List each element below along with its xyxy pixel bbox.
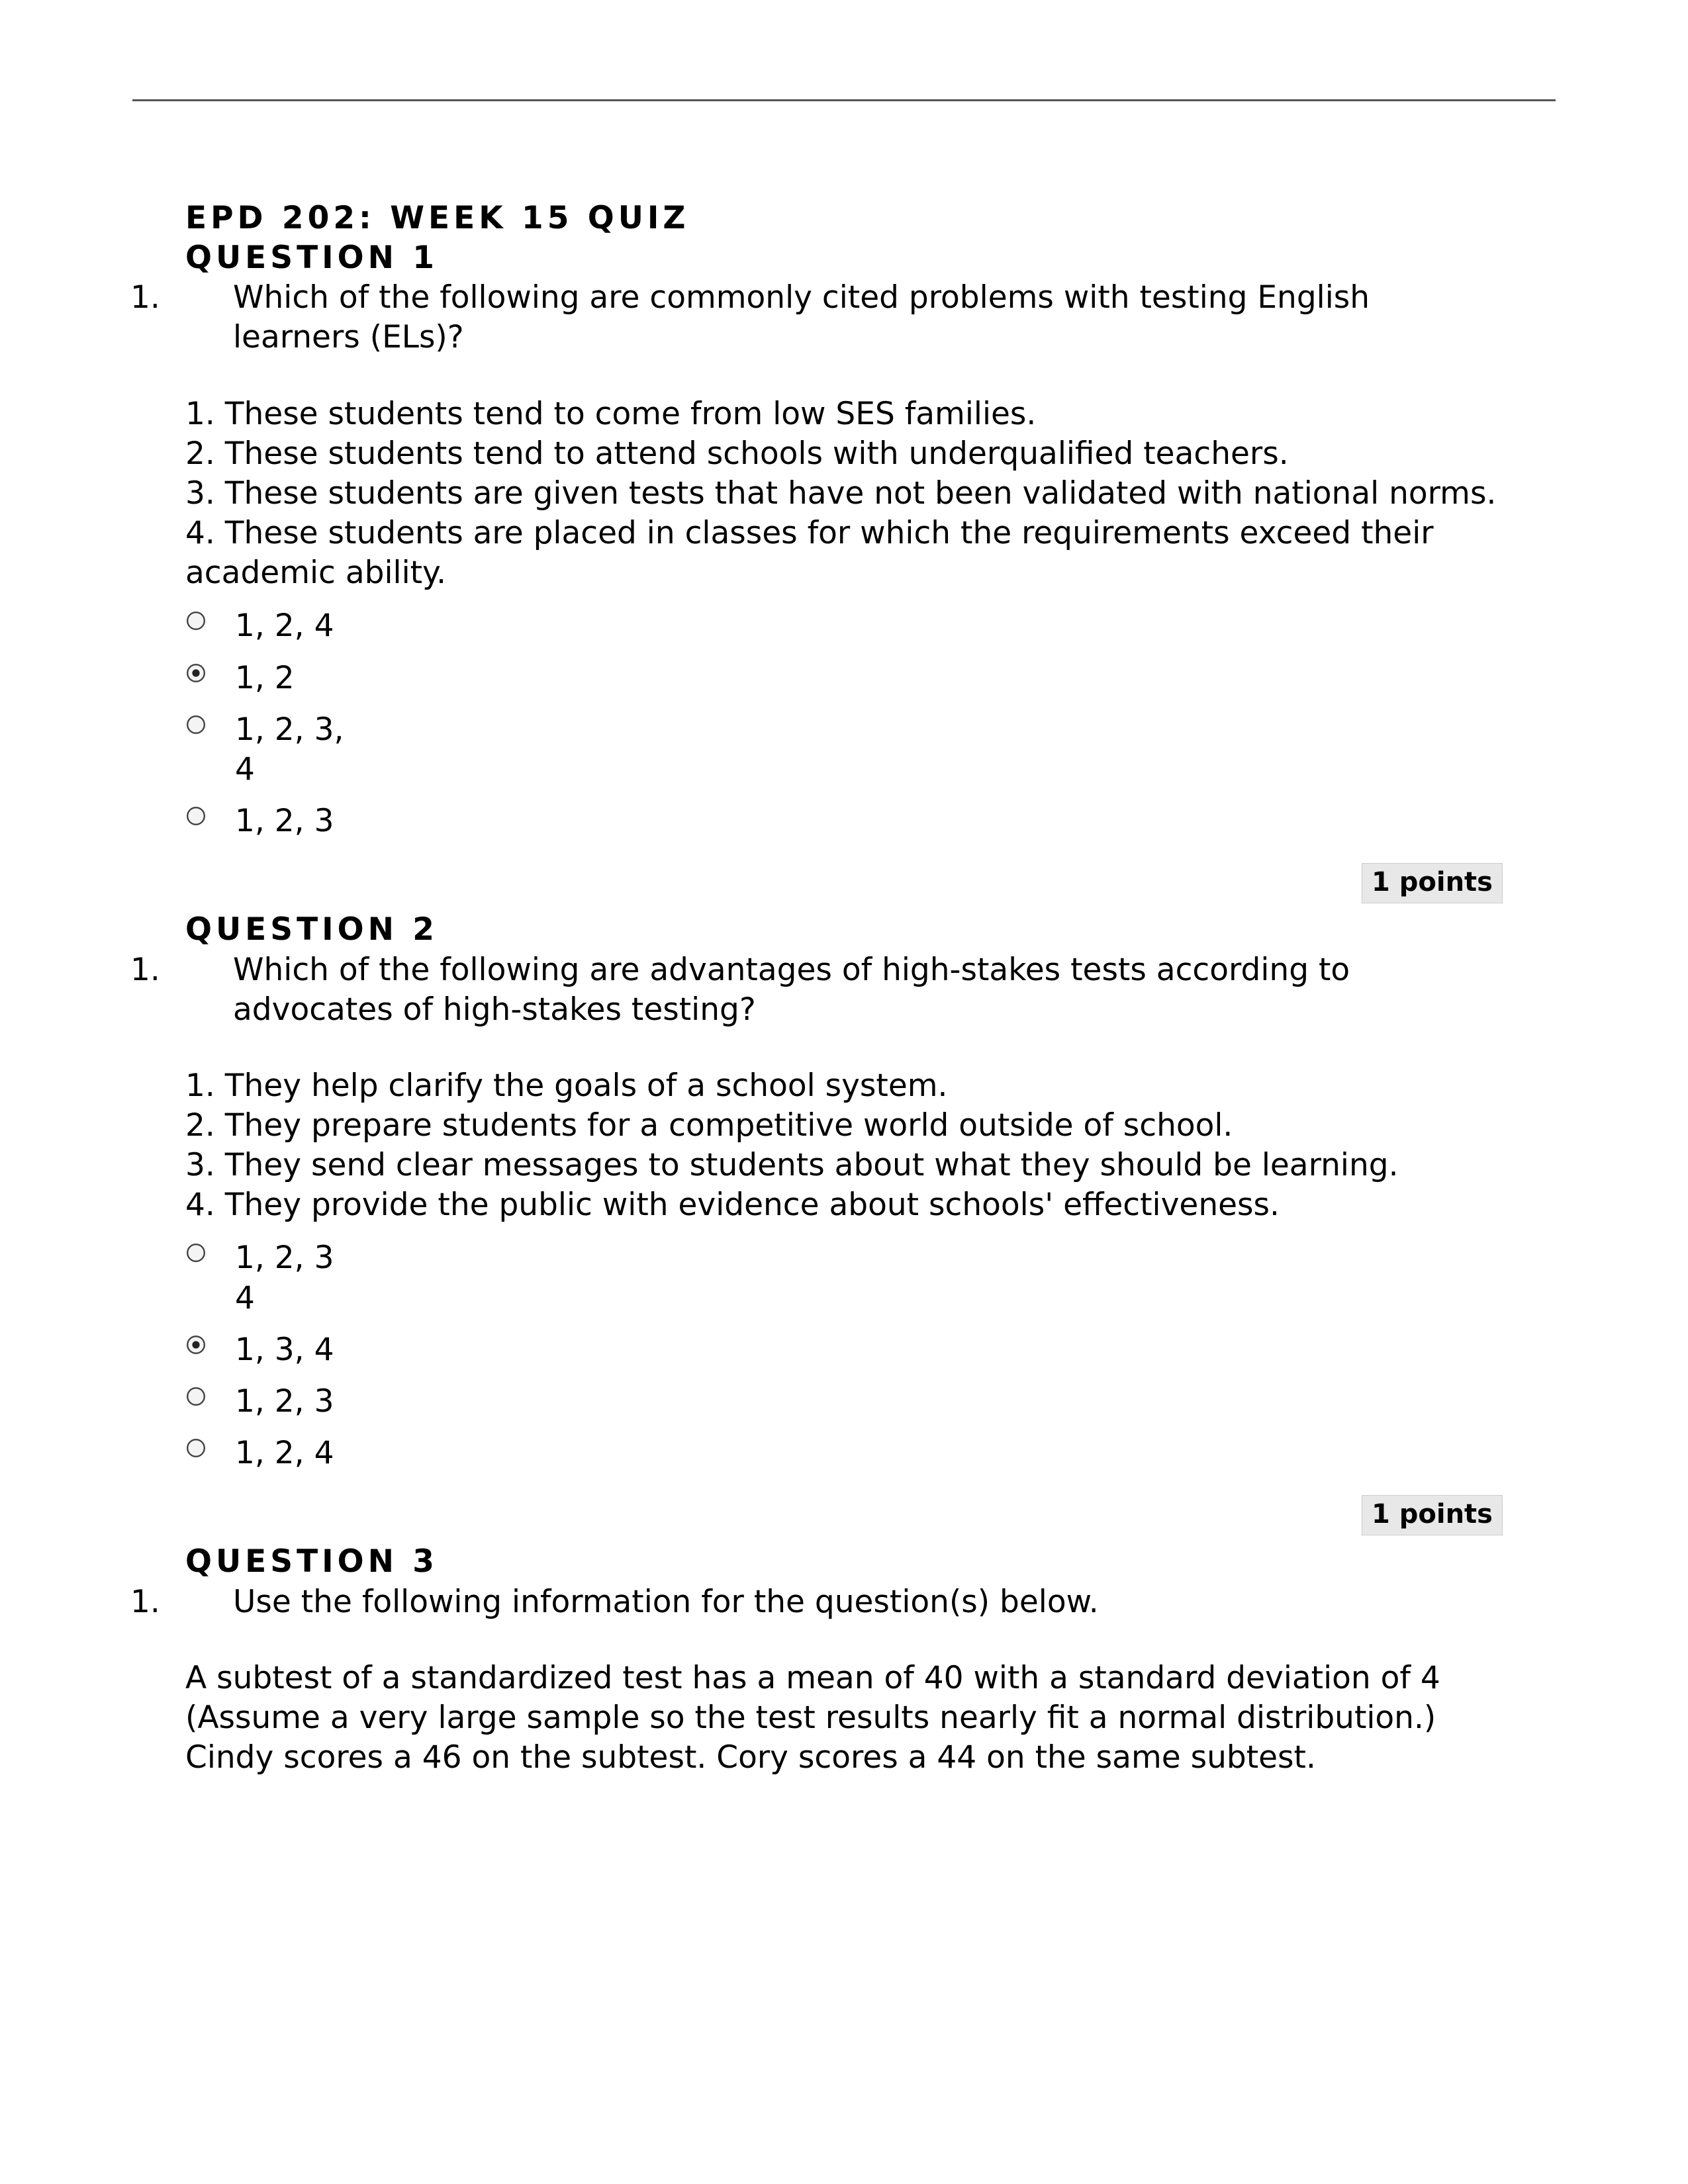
question-2-answer-b-label: 1, 3, 4 <box>235 1330 334 1370</box>
question-2-subitems: 1. They help clarify the goals of a scho… <box>185 1066 1503 1226</box>
top-rule <box>132 99 1556 101</box>
question-1-stem-row: 1. Which of the following are commonly c… <box>185 278 1503 357</box>
content-area: EPD 202: WEEK 15 QUIZ QUESTION 1 1. Whic… <box>185 199 1503 1778</box>
question-1-answer-c[interactable]: 1, 2, 3, 4 <box>185 710 1503 790</box>
question-2-answer-d-label: 1, 2, 4 <box>235 1433 334 1473</box>
question-2-subitem-1: 1. They help clarify the goals of a scho… <box>185 1066 1503 1106</box>
question-2-subitem-4: 4. They provide the public with evidence… <box>185 1185 1503 1225</box>
question-3-number: 1. <box>130 1582 233 1622</box>
question-2: QUESTION 2 1. Which of the following are… <box>185 910 1503 1535</box>
radio-icon <box>185 1238 235 1263</box>
question-2-answer-d[interactable]: 1, 2, 4 <box>185 1433 1503 1473</box>
radio-icon <box>185 710 235 735</box>
question-2-answer-a[interactable]: 1, 2, 3 4 <box>185 1238 1503 1318</box>
question-1-answer-a[interactable]: 1, 2, 4 <box>185 606 1503 646</box>
question-1-subitem-1: 1. These students tend to come from low … <box>185 394 1503 434</box>
quiz-title: EPD 202: WEEK 15 QUIZ <box>185 199 1503 238</box>
question-1-points-row: 1 points <box>185 861 1503 903</box>
question-2-subitem-3: 3. They send clear messages to students … <box>185 1146 1503 1185</box>
radio-selected-icon <box>185 1330 235 1355</box>
question-1-answer-a-label: 1, 2, 4 <box>235 606 334 646</box>
question-2-answer-b[interactable]: 1, 3, 4 <box>185 1330 1503 1370</box>
question-3-heading: QUESTION 3 <box>185 1542 1503 1582</box>
question-3-stem: Use the following information for the qu… <box>233 1582 1503 1622</box>
question-2-points-badge: 1 points <box>1362 1495 1503 1535</box>
question-2-number: 1. <box>130 950 233 1030</box>
question-1-subitem-2: 2. These students tend to attend schools… <box>185 434 1503 474</box>
question-3: QUESTION 3 1. Use the following informat… <box>185 1542 1503 1778</box>
question-3-paragraph-1: A subtest of a standardized test has a m… <box>185 1659 1503 1698</box>
question-2-stem-row: 1. Which of the following are advantages… <box>185 950 1503 1030</box>
question-1-subitems: 1. These students tend to come from low … <box>185 394 1503 594</box>
question-1: QUESTION 1 1. Which of the following are… <box>185 238 1503 903</box>
question-2-answer-c-label: 1, 2, 3 <box>235 1382 334 1422</box>
radio-icon <box>185 1433 235 1459</box>
radio-icon <box>185 606 235 631</box>
question-1-answer-c-label: 1, 2, 3, 4 <box>235 710 354 790</box>
question-3-paragraph-2: (Assume a very large sample so the test … <box>185 1698 1503 1778</box>
question-2-answers: 1, 2, 3 4 1, 3, 4 1, 2, 3 <box>185 1238 1503 1473</box>
question-1-subitem-3: 3. These students are given tests that h… <box>185 474 1503 514</box>
question-1-heading: QUESTION 1 <box>185 238 1503 278</box>
question-1-answers: 1, 2, 4 1, 2 1, 2, 3, 4 <box>185 606 1503 841</box>
question-2-stem: Which of the following are advantages of… <box>233 950 1503 1030</box>
question-1-number: 1. <box>130 278 233 357</box>
radio-selected-icon <box>185 659 235 684</box>
question-2-answer-a-label: 1, 2, 3 4 <box>235 1238 354 1318</box>
question-1-stem: Which of the following are commonly cite… <box>233 278 1503 357</box>
radio-icon <box>185 1382 235 1407</box>
question-1-answer-d-label: 1, 2, 3 <box>235 801 334 841</box>
page: EPD 202: WEEK 15 QUIZ QUESTION 1 1. Whic… <box>0 0 1688 2184</box>
question-2-subitem-2: 2. They prepare students for a competiti… <box>185 1106 1503 1146</box>
question-1-answer-d[interactable]: 1, 2, 3 <box>185 801 1503 841</box>
question-1-points-badge: 1 points <box>1362 863 1503 903</box>
question-2-points-row: 1 points <box>185 1493 1503 1535</box>
radio-icon <box>185 801 235 827</box>
question-2-heading: QUESTION 2 <box>185 910 1503 950</box>
question-1-answer-b[interactable]: 1, 2 <box>185 659 1503 698</box>
question-1-subitem-4: 4. These students are placed in classes … <box>185 514 1503 593</box>
question-3-stem-row: 1. Use the following information for the… <box>185 1582 1503 1622</box>
question-2-answer-c[interactable]: 1, 2, 3 <box>185 1382 1503 1422</box>
question-1-answer-b-label: 1, 2 <box>235 659 295 698</box>
